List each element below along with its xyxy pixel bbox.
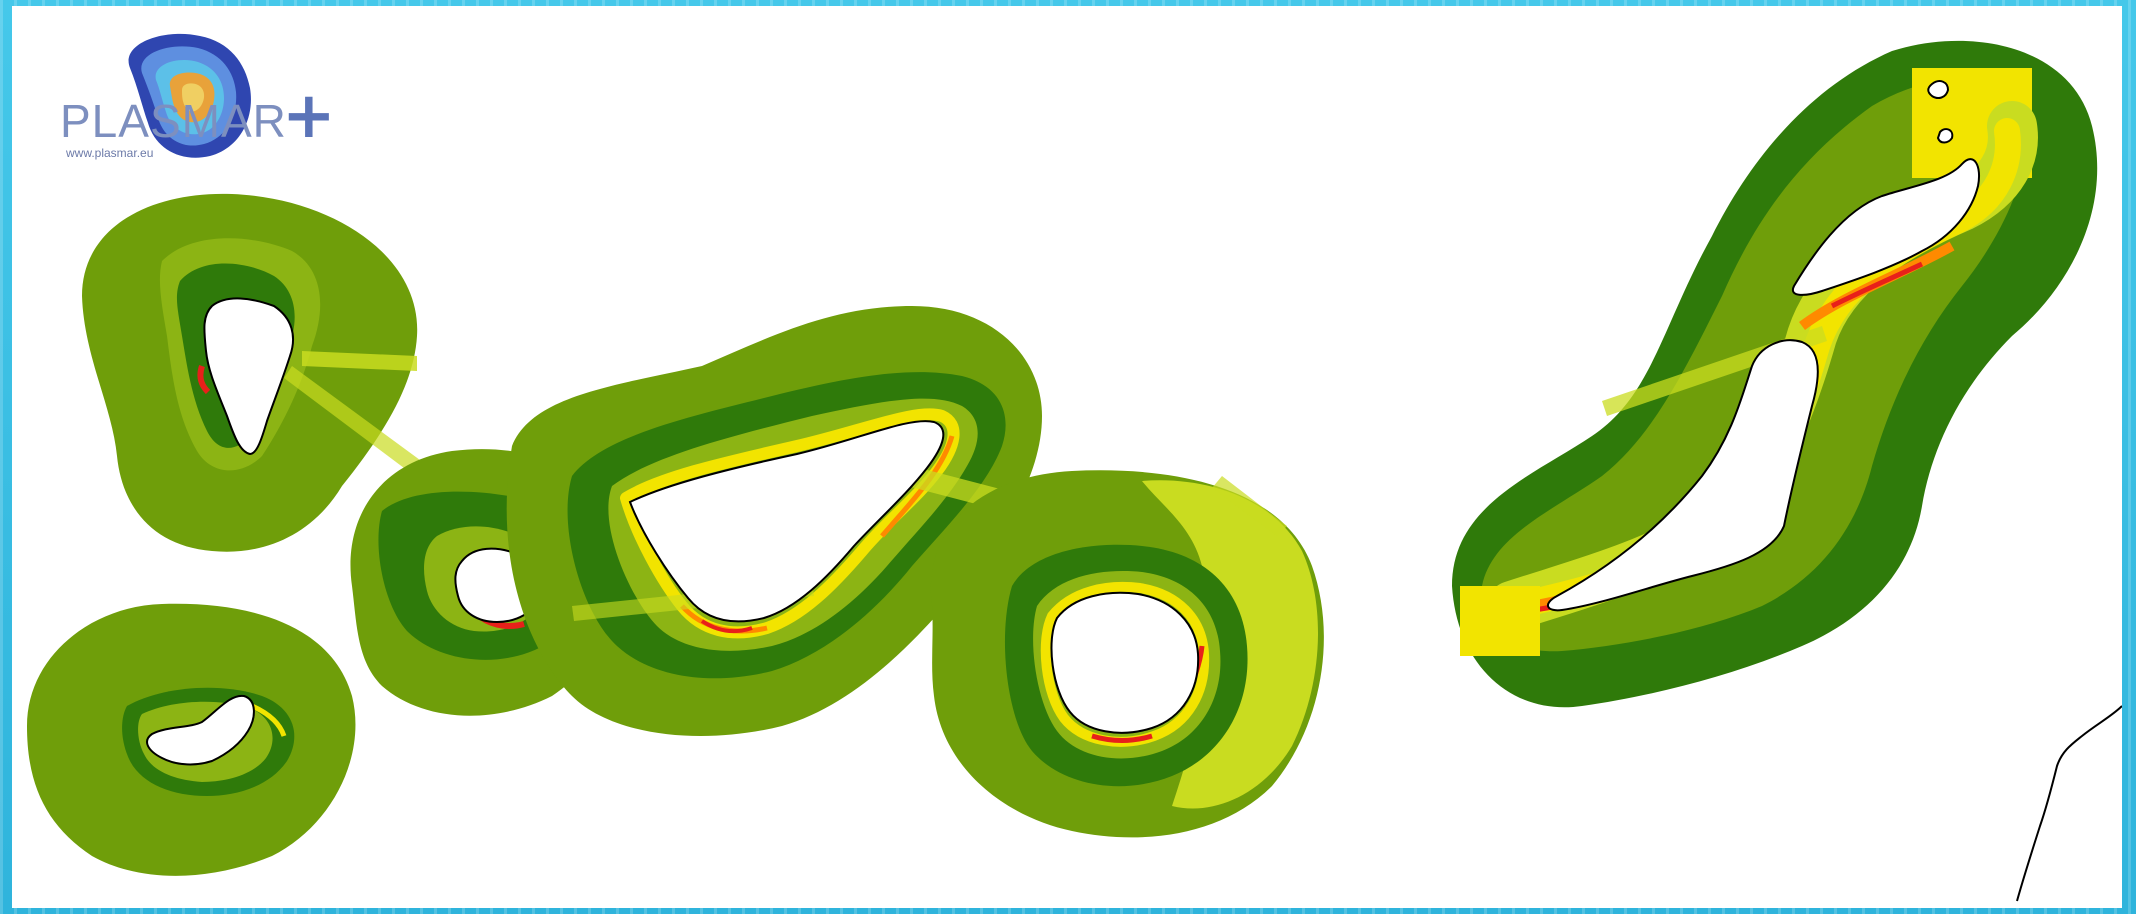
fuerteventura-density-block xyxy=(1460,586,1540,656)
map-canvas[interactable]: PLASMAR + www.plasmar.eu xyxy=(12,6,2122,908)
plasmar-logo-emblem-icon xyxy=(128,33,251,158)
logo-wordmark: PLASMAR xyxy=(60,95,287,147)
el-hierro-land xyxy=(146,694,255,766)
plasmar-logo: PLASMAR + www.plasmar.eu xyxy=(50,28,350,168)
eastern-islands xyxy=(1452,40,2098,708)
gran-canaria-island xyxy=(930,470,1324,838)
gran-canaria-density-ring xyxy=(1040,581,1210,747)
tenerife-land xyxy=(628,420,945,623)
gran-canaria-land xyxy=(1050,591,1200,734)
el-hierro-island xyxy=(27,603,356,876)
el-hierro-density xyxy=(250,703,287,737)
lanzarote-islet xyxy=(1927,80,1950,99)
gran-canaria-route xyxy=(1212,476,1287,536)
la-palma-density xyxy=(197,365,211,395)
la-palma-land xyxy=(203,297,294,456)
la-palma-route xyxy=(302,351,417,371)
african-coastline xyxy=(2016,705,2122,902)
lanzarote-islet-2 xyxy=(1936,128,1954,144)
fuerteventura-land xyxy=(1547,339,1819,612)
logo-url: www.plasmar.eu xyxy=(66,146,154,160)
lanzarote-land xyxy=(1791,158,1980,296)
logo-plus-icon: + xyxy=(282,79,336,153)
density-map xyxy=(27,40,2122,902)
